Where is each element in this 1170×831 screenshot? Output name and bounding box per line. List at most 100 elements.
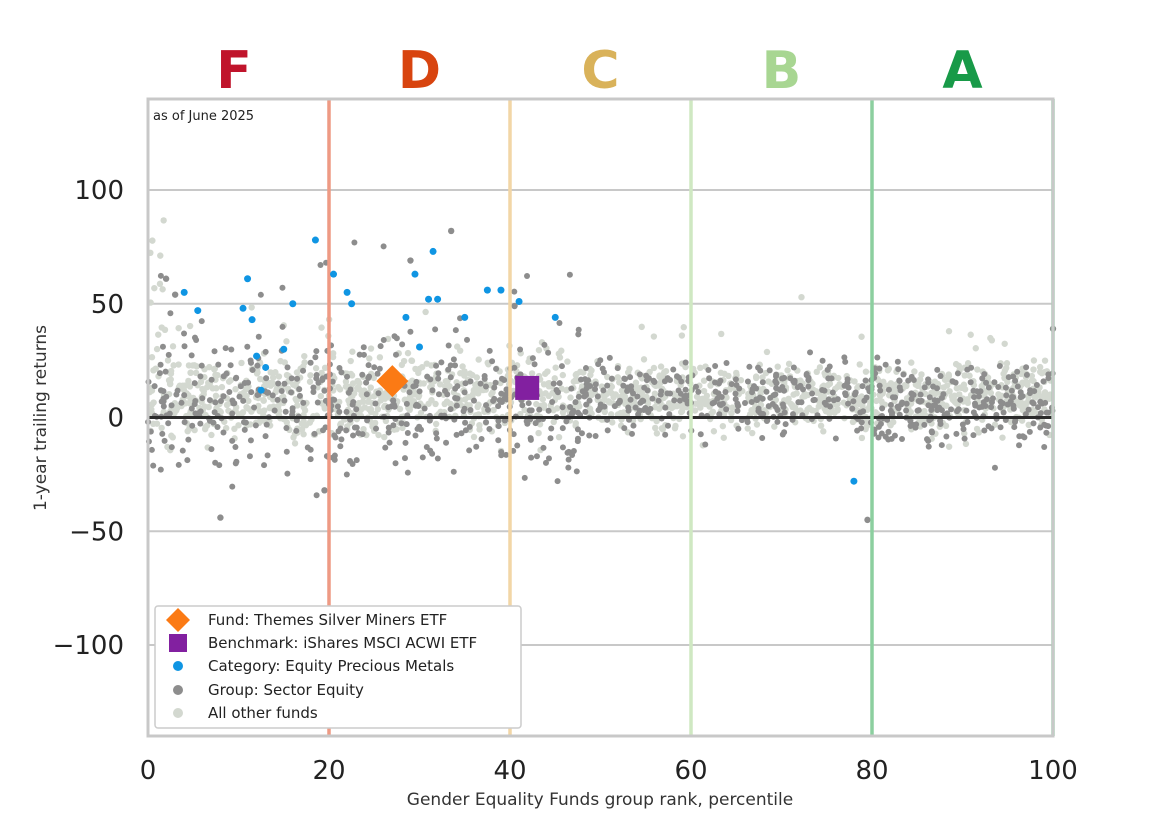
- other-fund-point: [432, 400, 439, 408]
- group-fund-point: [1023, 364, 1030, 371]
- group-fund-point: [283, 425, 290, 432]
- group-fund-point: [433, 362, 440, 369]
- group-fund-point: [924, 436, 931, 443]
- group-fund-point: [251, 404, 258, 411]
- group-fund-point: [985, 384, 992, 391]
- group-fund-point: [1017, 389, 1024, 396]
- group-fund-point: [970, 387, 977, 394]
- group-fund-point: [532, 420, 539, 427]
- other-fund-point: [951, 397, 959, 405]
- legend-frame: [154, 605, 522, 729]
- group-fund-point: [625, 404, 632, 411]
- group-fund-point: [427, 376, 434, 383]
- group-fund-point: [162, 275, 170, 282]
- other-fund-point: [212, 371, 219, 379]
- group-fund-point: [283, 448, 290, 455]
- group-fund-point: [171, 291, 179, 298]
- group-fund-point: [246, 453, 253, 460]
- other-fund-point: [153, 420, 161, 427]
- group-fund-point: [809, 390, 816, 397]
- group-fund-point: [181, 343, 188, 350]
- group-fund-point: [907, 418, 914, 425]
- group-fund-point: [343, 471, 350, 478]
- group-fund-point: [861, 397, 868, 404]
- other-fund-point: [158, 424, 165, 432]
- group-fund-point: [636, 371, 643, 378]
- group-fund-point: [445, 366, 452, 373]
- other-fund-point: [465, 393, 472, 401]
- other-fund-point: [798, 293, 805, 301]
- group-fund-point: [179, 447, 186, 454]
- group-fund-point: [988, 404, 995, 411]
- category-fund-point: [262, 363, 270, 371]
- other-fund-point: [267, 382, 274, 389]
- group-fund-point: [640, 407, 647, 414]
- x-tick-label: 0: [140, 756, 157, 786]
- category-fund-point: [551, 313, 559, 321]
- group-fund-point: [732, 390, 739, 397]
- other-fund-point: [355, 399, 363, 407]
- group-fund-point: [864, 516, 871, 524]
- group-fund-point: [800, 386, 807, 393]
- category-fund-point: [483, 286, 491, 294]
- group-fund-point: [1021, 434, 1028, 441]
- group-fund-point: [964, 418, 971, 425]
- group-fund-point: [671, 397, 678, 404]
- tick-label-layer: −100 −50 0 50 100 0 20 40 60 80 100: [53, 176, 1078, 786]
- group-fund-point: [227, 362, 234, 369]
- group-fund-point: [365, 362, 372, 369]
- other-fund-point: [175, 361, 182, 368]
- other-fund-point: [651, 390, 659, 397]
- group-fund-point: [284, 470, 291, 477]
- group-fund-point: [208, 446, 215, 453]
- group-fund-point: [959, 421, 966, 428]
- group-fund-point: [632, 404, 639, 411]
- group-fund-point: [264, 452, 271, 459]
- y-tick-label: 100: [74, 176, 124, 206]
- group-fund-point: [168, 444, 175, 451]
- group-fund-point: [845, 400, 852, 407]
- category-fund-point: [850, 477, 858, 485]
- other-fund-point: [417, 409, 425, 417]
- group-fund-point: [575, 393, 582, 400]
- group-fund-point: [559, 444, 566, 451]
- other-fund-point: [1028, 377, 1036, 384]
- group-fund-point: [274, 396, 281, 403]
- group-fund-point: [819, 387, 826, 394]
- other-fund-point: [653, 430, 661, 437]
- other-fund-point: [919, 410, 927, 417]
- group-fund-point: [548, 425, 555, 432]
- group-fund-point: [634, 393, 641, 400]
- group-fund-point: [1016, 442, 1023, 449]
- group-fund-point: [447, 406, 454, 413]
- other-fund-point: [306, 378, 314, 385]
- other-fund-point: [211, 366, 218, 373]
- group-fund-point: [226, 389, 233, 396]
- other-fund-point: [159, 286, 166, 293]
- group-fund-point: [547, 435, 554, 442]
- group-fund-point: [206, 417, 213, 424]
- other-fund-point: [160, 217, 167, 224]
- group-fund-point: [385, 429, 392, 436]
- group-fund-point: [894, 358, 901, 365]
- other-fund-point: [835, 374, 842, 382]
- other-fund-point: [826, 380, 834, 387]
- group-fund-point: [211, 409, 218, 416]
- group-fund-point: [805, 383, 812, 390]
- other-fund-point: [680, 324, 687, 331]
- group-fund-point: [550, 380, 557, 387]
- other-fund-point: [660, 369, 668, 376]
- other-fund-point: [952, 360, 960, 368]
- other-fund-point: [422, 308, 429, 316]
- other-fund-point: [709, 408, 717, 416]
- group-fund-point: [876, 365, 883, 372]
- group-fund-point: [595, 361, 602, 368]
- other-fund-point: [653, 417, 660, 425]
- group-fund-point: [167, 310, 174, 317]
- group-fund-point: [582, 392, 589, 399]
- grade-label-f: F: [216, 41, 252, 101]
- group-fund-point: [307, 456, 314, 463]
- other-fund-point: [370, 393, 378, 400]
- category-fund-point: [280, 345, 288, 353]
- group-fund-point: [746, 363, 753, 370]
